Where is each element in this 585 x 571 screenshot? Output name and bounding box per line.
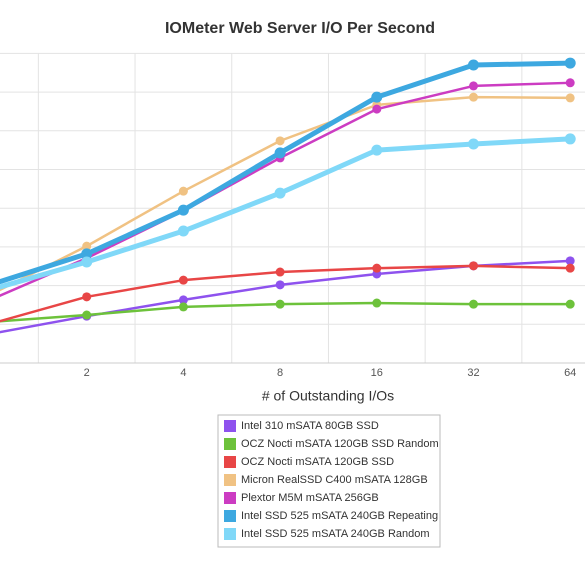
data-point — [371, 91, 383, 103]
data-point — [178, 302, 188, 312]
legend-label: OCZ Nocti mSATA 120GB SSD Random — [241, 438, 439, 450]
legend-swatch — [224, 510, 236, 522]
x-tick-label: 8 — [277, 367, 283, 379]
data-point — [178, 295, 188, 305]
legend-swatch — [224, 420, 236, 432]
data-point — [565, 263, 575, 273]
data-point — [275, 280, 285, 290]
x-tick-label: 2 — [84, 367, 90, 379]
data-point — [372, 298, 382, 308]
legend-swatch — [224, 492, 236, 504]
legend — [217, 414, 441, 548]
data-point — [565, 78, 575, 88]
data-point — [177, 225, 189, 237]
legend-label: Plextor M5M mSATA 256GB — [241, 492, 379, 504]
data-point — [275, 136, 285, 146]
legend-label: Intel SSD 525 mSATA 240GB Repeating — [241, 510, 438, 522]
chart-title: IOMeter Web Server I/O Per Second — [165, 20, 435, 37]
data-point — [82, 292, 92, 302]
data-point — [468, 138, 479, 150]
data-point — [469, 92, 478, 102]
data-point — [275, 299, 285, 309]
data-point — [564, 57, 576, 69]
data-point — [81, 256, 93, 268]
data-point — [82, 310, 92, 320]
data-point — [565, 93, 575, 103]
data-point — [565, 256, 575, 266]
data-point — [81, 248, 93, 260]
legend-label: OCZ Nocti mSATA 120GB SSD — [241, 456, 394, 468]
data-point — [372, 263, 382, 273]
x-tick-label: 4 — [180, 367, 186, 379]
data-point — [468, 59, 479, 71]
data-point — [469, 299, 478, 309]
x-axis-label: # of Outstanding I/Os — [262, 388, 394, 404]
x-tick-label: 16 — [371, 367, 383, 379]
data-point — [274, 147, 286, 159]
data-point — [469, 261, 478, 271]
data-point — [275, 267, 285, 277]
data-point — [469, 81, 478, 91]
legend-label: Intel 310 mSATA 80GB SSD — [241, 420, 379, 432]
legend-label: Micron RealSSD C400 mSATA 128GB — [241, 474, 428, 486]
data-point — [82, 241, 92, 251]
data-point — [178, 186, 188, 196]
data-point — [371, 144, 383, 156]
data-point — [565, 299, 575, 309]
data-point — [274, 187, 286, 199]
legend-swatch — [224, 456, 236, 468]
data-point — [177, 204, 189, 216]
legend-swatch — [224, 528, 236, 540]
legend-swatch — [224, 438, 236, 450]
legend-swatch — [224, 474, 236, 486]
data-point — [178, 275, 188, 285]
data-point — [372, 104, 382, 114]
legend-label: Intel SSD 525 mSATA 240GB Random — [241, 528, 430, 540]
data-point — [564, 133, 576, 145]
x-tick-label: 64 — [564, 367, 576, 379]
x-tick-label: 32 — [467, 367, 479, 379]
